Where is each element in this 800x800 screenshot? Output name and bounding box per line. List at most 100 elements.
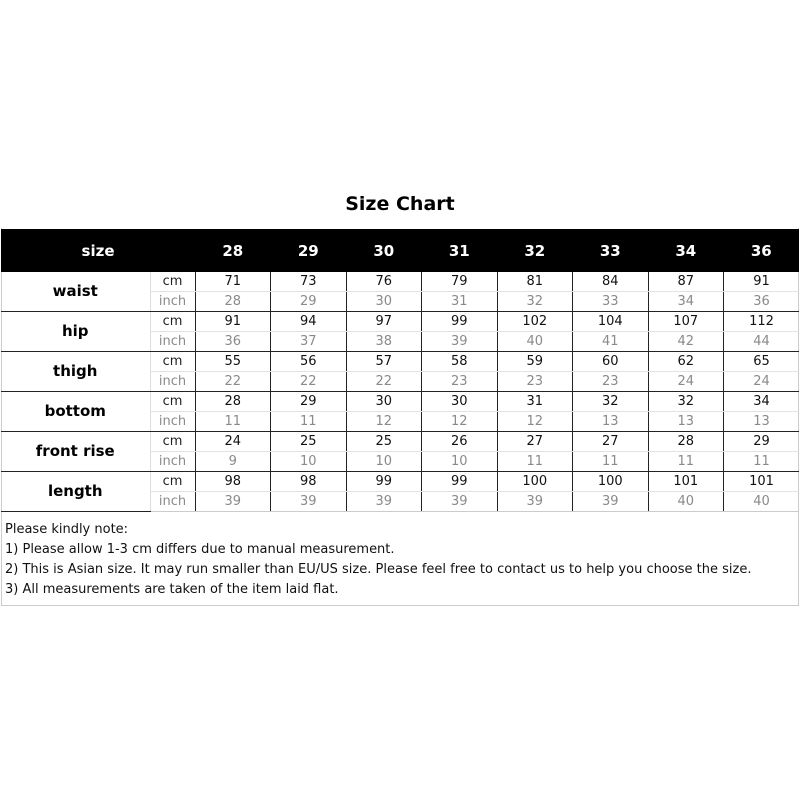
measure-label: hip	[1, 311, 151, 352]
cell-inch: 39	[421, 491, 498, 512]
cell-inch: 39	[346, 491, 423, 512]
unit-cm: cm	[150, 431, 196, 452]
cell-inch: 39	[572, 491, 649, 512]
cell-inch: 39	[195, 491, 272, 512]
cell-inch: 44	[723, 331, 800, 352]
cell-inch: 24	[648, 371, 725, 392]
cell-cm: 25	[270, 431, 347, 452]
unit-cm: cm	[150, 351, 196, 372]
cell-cm: 32	[648, 391, 725, 412]
cell-cm: 99	[346, 471, 423, 492]
header-size-32: 32	[497, 229, 573, 272]
unit-cm: cm	[150, 391, 196, 412]
header-size-31: 31	[421, 229, 498, 272]
table-row-inch: inch 28 29 30 31 32 33 34 36	[1, 291, 800, 312]
table-row-cm: front rise cm 24 25 25 26 27 27 28 29	[1, 431, 800, 472]
header-size-28: 28	[195, 229, 271, 272]
cell-cm: 32	[572, 391, 649, 412]
cell-cm: 98	[270, 471, 347, 492]
unit-cm: cm	[150, 272, 196, 292]
cell-inch: 12	[497, 411, 574, 432]
cell-inch: 11	[723, 451, 800, 472]
cell-inch: 30	[346, 291, 423, 312]
cell-cm: 101	[648, 471, 725, 492]
cell-cm: 99	[421, 311, 498, 332]
cell-cm: 55	[195, 351, 272, 372]
size-table: size 28 29 30 31 32 33 34 36 waist cm 71 73 76 79 81 8…	[1, 229, 800, 512]
table-row-cm: bottom cm 28 29 30 30 31 32 32 34	[1, 391, 800, 432]
cell-inch: 11	[195, 411, 272, 432]
cell-inch: 36	[195, 331, 272, 352]
cell-cm: 91	[723, 272, 800, 292]
unit-inch: inch	[150, 451, 196, 472]
cell-cm: 87	[648, 272, 725, 292]
cell-inch: 36	[723, 291, 800, 312]
unit-inch: inch	[150, 371, 196, 392]
cell-inch: 22	[346, 371, 423, 392]
cell-inch: 38	[346, 331, 423, 352]
table-row-inch: inch 36 37 38 39 40 41 42 44	[1, 331, 800, 352]
cell-cm: 25	[346, 431, 423, 452]
cell-cm: 81	[497, 272, 574, 292]
note-line: 2) This is Asian size. It may run smalle…	[5, 562, 752, 577]
header-row: size 28 29 30 31 32 33 34 36	[1, 229, 800, 272]
cell-inch: 28	[195, 291, 272, 312]
cell-cm: 91	[195, 311, 272, 332]
cell-inch: 13	[648, 411, 725, 432]
cell-cm: 100	[572, 471, 649, 492]
cell-cm: 76	[346, 272, 423, 292]
cell-cm: 29	[723, 431, 800, 452]
table-row-inch: inch 9 10 10 10 11 11 11 11	[1, 451, 800, 472]
table-row-cm: hip cm 91 94 97 99 102 104 107 112	[1, 311, 800, 352]
page-title: Size Chart	[345, 193, 455, 215]
cell-inch: 40	[648, 491, 725, 512]
cell-inch: 29	[270, 291, 347, 312]
note-line: 1) Please allow 1-3 cm differs due to ma…	[5, 542, 395, 557]
table-row-inch: inch 22 22 22 23 23 23 24 24	[1, 371, 800, 392]
cell-cm: 71	[195, 272, 272, 292]
measure-label: waist	[1, 272, 151, 312]
cell-inch: 10	[346, 451, 423, 472]
cell-cm: 30	[346, 391, 423, 412]
header-size-30: 30	[346, 229, 422, 272]
cell-inch: 11	[648, 451, 725, 472]
cell-cm: 59	[497, 351, 574, 372]
cell-cm: 26	[421, 431, 498, 452]
cell-cm: 58	[421, 351, 498, 372]
cell-inch: 11	[497, 451, 574, 472]
cell-cm: 30	[421, 391, 498, 412]
cell-cm: 31	[497, 391, 574, 412]
unit-inch: inch	[150, 491, 196, 512]
unit-inch: inch	[150, 411, 196, 432]
cell-cm: 100	[497, 471, 574, 492]
notes: Please kindly note: 1) Please allow 1-3 c…	[5, 520, 751, 600]
table-row-cm: thigh cm 55 56 57 58 59 60 62 65	[1, 351, 800, 392]
unit-cm: cm	[150, 471, 196, 492]
unit-cm: cm	[150, 311, 196, 332]
cell-cm: 101	[723, 471, 800, 492]
table-row-inch: inch 11 11 12 12 12 13 13 13	[1, 411, 800, 432]
cell-inch: 40	[497, 331, 574, 352]
cell-cm: 27	[497, 431, 574, 452]
cell-inch: 10	[270, 451, 347, 472]
cell-inch: 13	[723, 411, 800, 432]
cell-cm: 79	[421, 272, 498, 292]
header-size-36: 36	[723, 229, 800, 272]
cell-inch: 23	[572, 371, 649, 392]
cell-cm: 73	[270, 272, 347, 292]
cell-inch: 32	[497, 291, 574, 312]
cell-inch: 23	[421, 371, 498, 392]
cell-cm: 112	[723, 311, 800, 332]
cell-cm: 29	[270, 391, 347, 412]
cell-cm: 24	[195, 431, 272, 452]
cell-cm: 62	[648, 351, 725, 372]
measure-label: length	[1, 471, 151, 512]
cell-inch: 37	[270, 331, 347, 352]
unit-inch: inch	[150, 291, 196, 312]
cell-inch: 39	[421, 331, 498, 352]
cell-inch: 34	[648, 291, 725, 312]
measure-label: front rise	[1, 431, 151, 472]
table-row-inch: inch 39 39 39 39 39 39 40 40	[1, 491, 800, 512]
cell-cm: 97	[346, 311, 423, 332]
unit-inch: inch	[150, 331, 196, 352]
